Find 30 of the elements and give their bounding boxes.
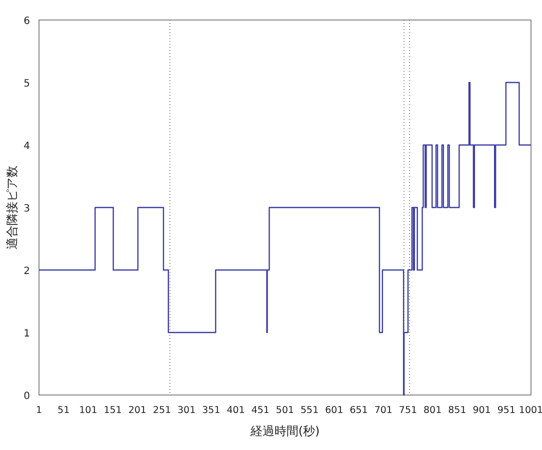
x-tick-label: 901	[472, 405, 491, 416]
x-tick-label: 251	[152, 405, 172, 416]
x-tick-label: 101	[79, 405, 98, 416]
x-tick-label: 201	[128, 405, 146, 416]
x-tick-label: 551	[300, 405, 319, 416]
x-tick-label: 451	[251, 405, 270, 416]
x-tick-label: 801	[424, 405, 442, 416]
x-tick-label: 1	[36, 405, 42, 416]
x-tick-label: 501	[276, 405, 294, 416]
x-tick-label: 301	[178, 405, 196, 416]
x-tick-label: 951	[497, 405, 516, 416]
y-tick-label: 3	[24, 204, 30, 214]
x-axis-title: 経過時間(秒)	[249, 424, 320, 438]
x-tick-label: 51	[58, 405, 70, 416]
y-tick-label: 1	[24, 328, 30, 340]
y-tick-label: 5	[24, 78, 30, 90]
y-tick-label: 0	[24, 391, 30, 402]
x-tick-label: 151	[104, 405, 122, 416]
y-tick-label: 6	[24, 16, 30, 27]
y-tick-label: 4	[24, 141, 30, 152]
x-tick-label: 751	[398, 405, 418, 416]
x-tick-label: 651	[350, 405, 368, 416]
x-tick-label: 851	[448, 405, 466, 416]
x-tick-label: 701	[374, 405, 392, 416]
x-tick-label: 1001	[518, 405, 542, 416]
x-tick-label: 401	[226, 405, 245, 416]
y-tick-label: 2	[24, 266, 30, 277]
y-axis-title: 適合隣接ピア数	[5, 166, 19, 250]
x-tick-label: 601	[325, 405, 344, 416]
x-tick-label: 351	[202, 405, 220, 416]
